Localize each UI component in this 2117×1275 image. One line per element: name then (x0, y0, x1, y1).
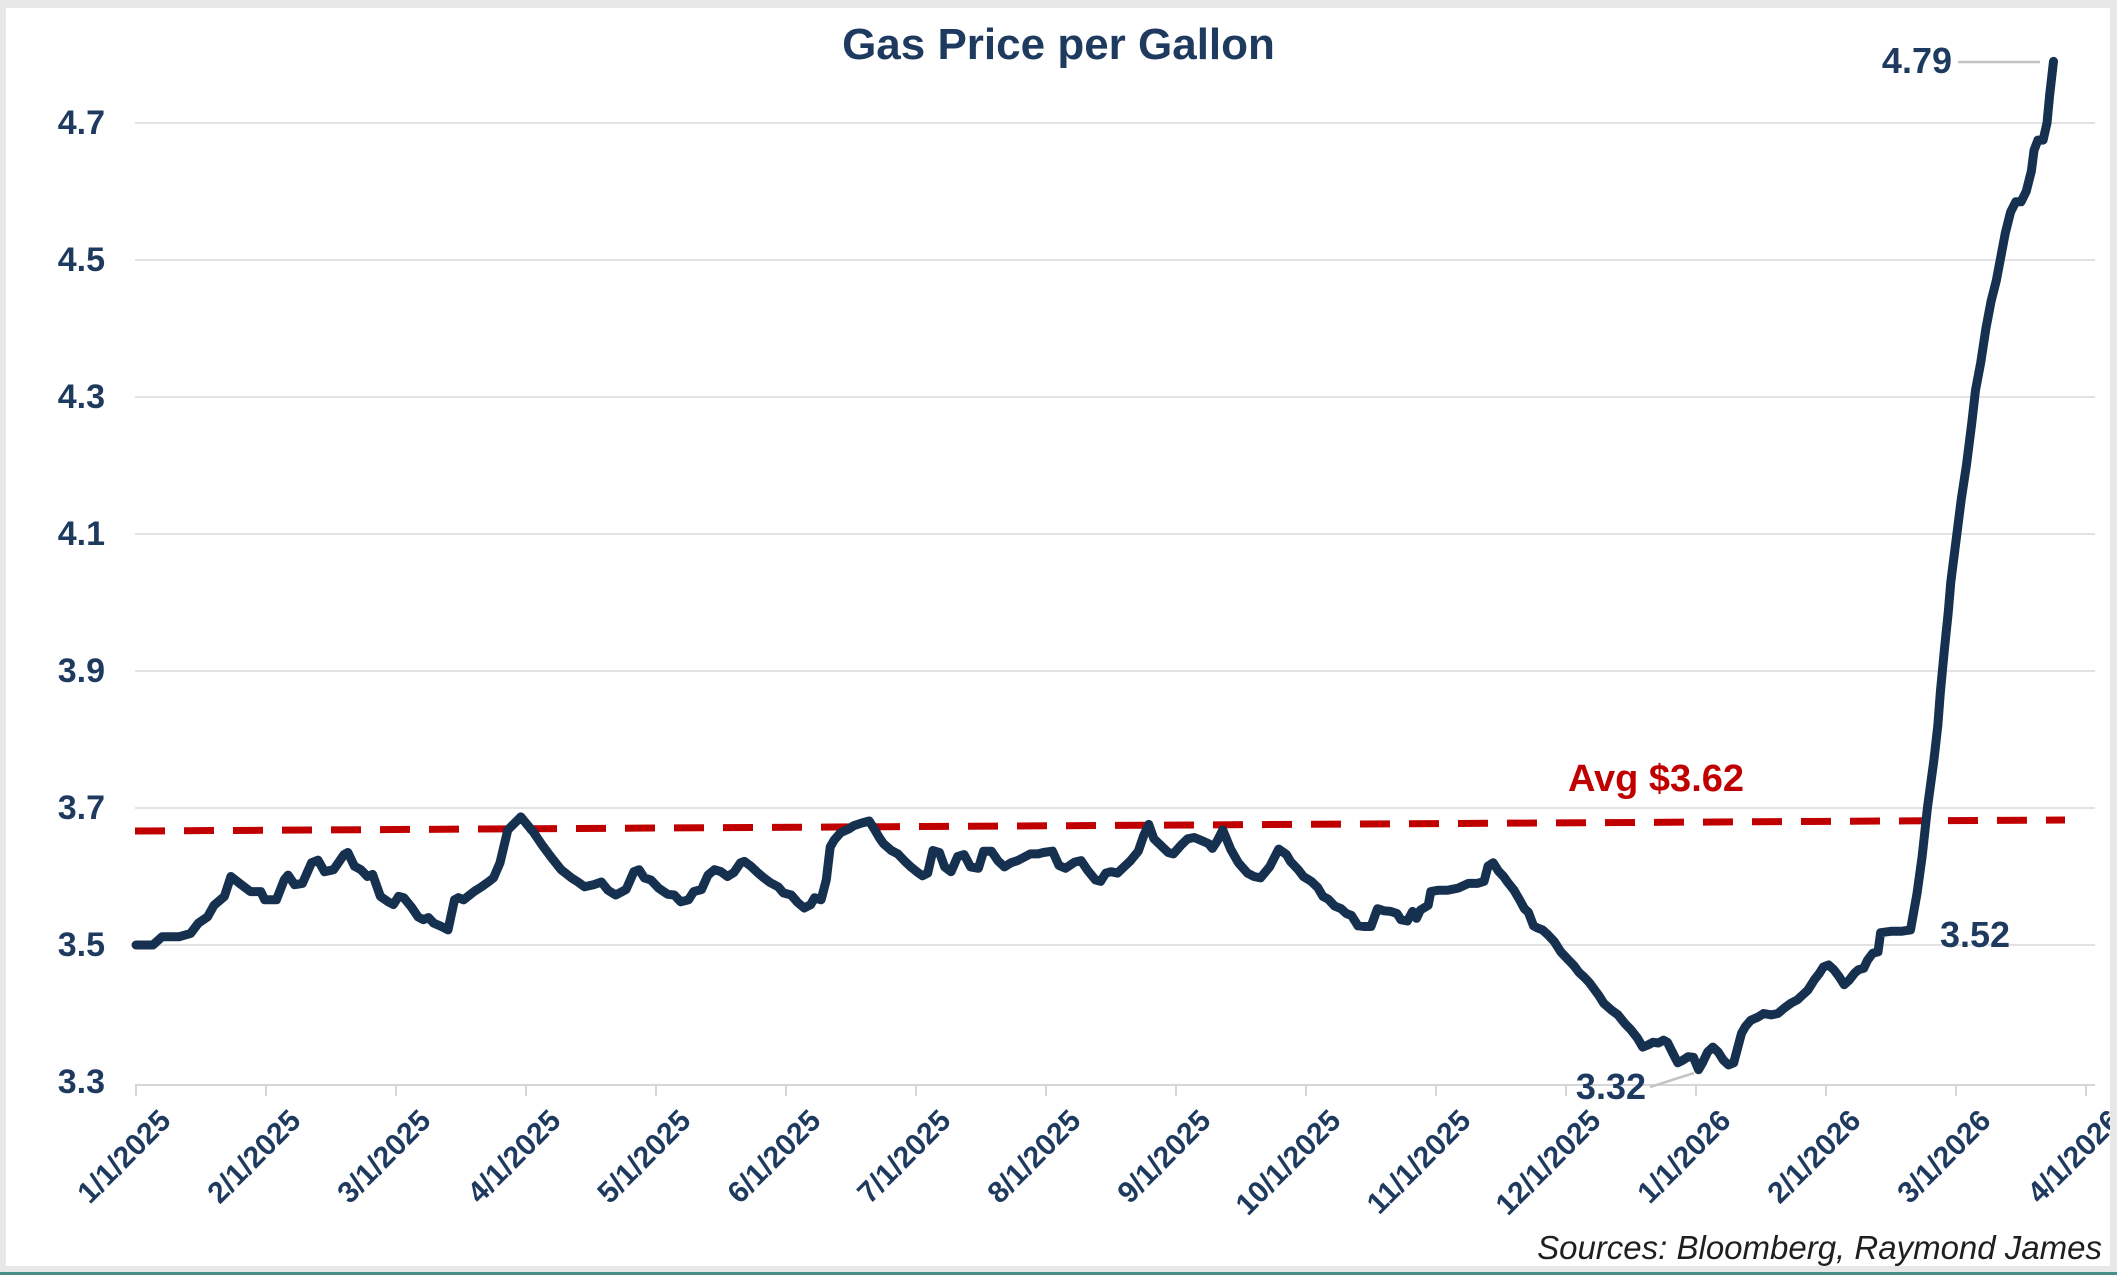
y-tick-label: 3.9 (57, 652, 105, 690)
price-line (131, 56, 2058, 1075)
data-label-min: 3.32 (1575, 1066, 1646, 1107)
frame-border-right (2110, 0, 2117, 1275)
y-tick-label: 4.7 (57, 104, 105, 142)
data-label-prespike: 3.52 (1940, 914, 2011, 955)
chart-title: Gas Price per Gallon (842, 20, 1275, 69)
frame-border-top (0, 0, 2117, 8)
y-tick-label: 3.5 (57, 926, 105, 964)
y-tick-label: 4.5 (57, 241, 105, 279)
leader-line-min (1649, 1071, 1695, 1089)
frame-border-bottom (0, 1266, 2117, 1275)
source-note: Sources: Bloomberg, Raymond James (1537, 1229, 2102, 1266)
data-label-max: 4.79 (1881, 40, 1952, 81)
y-tick-label: 4.3 (57, 378, 105, 416)
frame-border-left (0, 0, 6, 1275)
y-tick-label: 3.7 (57, 789, 105, 827)
frame-border-accent (0, 1272, 2117, 1275)
average-dashed-line (134, 816, 2066, 835)
y-tick-label: 3.3 (57, 1063, 105, 1101)
average-line-label: Avg $3.62 (1567, 758, 1745, 800)
y-tick-label: 4.1 (57, 515, 105, 553)
